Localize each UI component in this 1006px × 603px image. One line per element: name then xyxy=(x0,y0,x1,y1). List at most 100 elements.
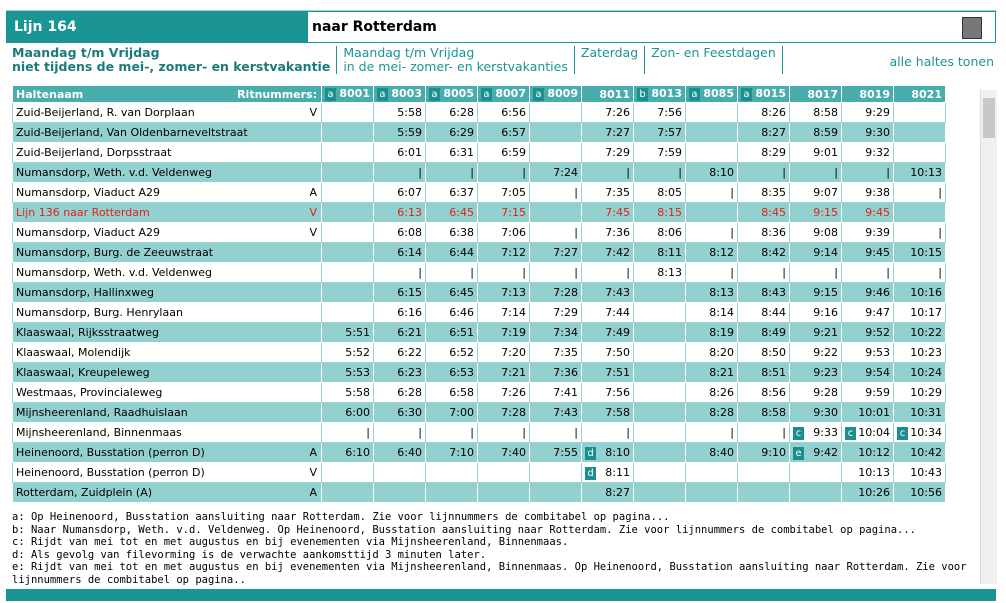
time: 8:28 xyxy=(709,406,734,419)
time-cell: 9:30 xyxy=(841,122,894,143)
tab-line: niet tijdens de mei-, zomer- en kerstvak… xyxy=(12,59,331,74)
time: 8:12 xyxy=(709,246,734,259)
direction-title: naar Rotterdam xyxy=(308,11,996,43)
time-cell: 6:10 xyxy=(321,442,374,463)
stop-row: Heinenoord, Busstation (perron D) A 6:10 6:… xyxy=(12,442,946,463)
time-cell: 7:27 xyxy=(529,242,582,263)
badge: e xyxy=(793,446,804,460)
time-cell: 7:10 xyxy=(425,442,478,463)
time: | xyxy=(938,186,942,199)
time: 7:35 xyxy=(553,346,578,359)
trip-number: b 8013 xyxy=(633,85,686,103)
time-cell: 10:12 xyxy=(841,442,894,463)
time: 9:38 xyxy=(865,186,890,199)
time-cell xyxy=(633,342,686,363)
time-cell: | xyxy=(373,422,426,443)
scrollbar[interactable] xyxy=(980,90,997,584)
tab-line: Zaterdag xyxy=(580,45,639,60)
time-cell xyxy=(685,142,738,163)
trip-number: a 8007 xyxy=(477,85,530,103)
time-cell: 8:15 xyxy=(633,202,686,223)
time-cell xyxy=(321,282,374,303)
name: Mijnsheerenland, Binnenmaas xyxy=(16,426,182,439)
time: 7:41 xyxy=(553,386,578,399)
time: 7:55 xyxy=(553,446,578,459)
time: 8:45 xyxy=(761,206,786,219)
stop-row: Rotterdam, Zuidplein (A) A 8:27 10:26 10:56 xyxy=(12,482,946,503)
time: 7:58 xyxy=(605,406,630,419)
time: | xyxy=(574,226,578,239)
time: 7:28 xyxy=(553,286,578,299)
time: 7:36 xyxy=(605,226,630,239)
scroll-thumb[interactable] xyxy=(983,98,995,138)
time: 6:16 xyxy=(397,306,422,319)
time-cell: 9:23 xyxy=(789,362,842,383)
time-cell: | xyxy=(477,422,530,443)
time: 7:43 xyxy=(605,286,630,299)
time: 9:54 xyxy=(865,366,890,379)
tab[interactable]: Zon- en Feestdagen xyxy=(645,46,783,74)
time: 10:24 xyxy=(910,366,942,379)
time: | xyxy=(886,266,890,279)
time: 8:19 xyxy=(709,326,734,339)
time-cell: 8:20 xyxy=(685,342,738,363)
time-cell: 6:28 xyxy=(373,382,426,403)
time-cell: 8:58 xyxy=(737,402,790,423)
tab[interactable]: Zaterdag xyxy=(575,45,646,74)
direction: A xyxy=(309,446,317,459)
time-cell xyxy=(685,122,738,143)
time-cell: 7:43 xyxy=(529,402,582,423)
stop-name: Zuid-Beijerland, Dorpsstraat xyxy=(12,142,322,163)
time: 7:40 xyxy=(501,446,526,459)
time-cell: 6:45 xyxy=(425,202,478,223)
time-cell: 9:15 xyxy=(789,202,842,223)
name: Rotterdam, Zuidplein (A) xyxy=(16,486,153,499)
time-cell: 6:23 xyxy=(373,362,426,383)
time-cell: 10:22 xyxy=(893,322,946,343)
time-cell xyxy=(633,482,686,503)
time-cell: 8:05 xyxy=(633,182,686,203)
tab[interactable]: Maandag t/m Vrijdag niet tijdens de mei-,… xyxy=(6,46,338,74)
stop-row: Numansdorp, Viaduct A29 A 6:07 6:37 7:05 | 7:3… xyxy=(12,182,946,203)
time: 7:28 xyxy=(501,406,526,419)
time: 5:59 xyxy=(397,126,422,139)
stop-name: Numansdorp, Hallinxweg xyxy=(12,282,322,303)
time-cell: 6:57 xyxy=(477,122,530,143)
time: 6:30 xyxy=(397,406,422,419)
time: 8:10 xyxy=(709,166,734,179)
time-cell: 7:44 xyxy=(581,302,634,323)
time-cell: 7:34 xyxy=(529,322,582,343)
name: Numansdorp, Burg. de Zeeuwstraat xyxy=(16,246,214,259)
time: 7:12 xyxy=(501,246,526,259)
time: 8:10 xyxy=(605,445,630,459)
time: | xyxy=(938,226,942,239)
badge: a xyxy=(429,88,440,101)
time-cell: d 8:10 xyxy=(581,442,634,463)
time-cell: | xyxy=(685,262,738,283)
time: 9:45 xyxy=(865,246,890,259)
time-cell: 9:30 xyxy=(789,402,842,423)
time-cell: 6:14 xyxy=(373,242,426,263)
time-cell xyxy=(321,242,374,263)
time: 10:12 xyxy=(858,446,890,459)
time: 8:58 xyxy=(813,106,838,119)
time-cell: 6:01 xyxy=(373,142,426,163)
time-cell: 7:00 xyxy=(425,402,478,423)
time: 6:07 xyxy=(397,186,422,199)
time: 9:47 xyxy=(865,306,890,319)
time-cell xyxy=(321,202,374,223)
time-cell: 10:16 xyxy=(893,282,946,303)
time: 6:38 xyxy=(449,226,474,239)
time: 8:13 xyxy=(657,266,682,279)
time-cell: 10:24 xyxy=(893,362,946,383)
number: 8007 xyxy=(495,87,526,100)
name: Klaaswaal, Kreupeleweg xyxy=(16,366,150,379)
show-all-link[interactable]: alle haltes tonen xyxy=(889,54,995,69)
time-cell: 9:59 xyxy=(841,382,894,403)
badge: a xyxy=(325,88,336,101)
time-cell: 8:06 xyxy=(633,222,686,243)
time-cell: 7:42 xyxy=(581,242,634,263)
time-cell: 9:45 xyxy=(841,202,894,223)
name: Numansdorp, Weth. v.d. Veldenweg xyxy=(16,266,212,279)
tab[interactable]: Maandag t/m Vrijdag in de mei- zomer- en … xyxy=(337,46,575,74)
